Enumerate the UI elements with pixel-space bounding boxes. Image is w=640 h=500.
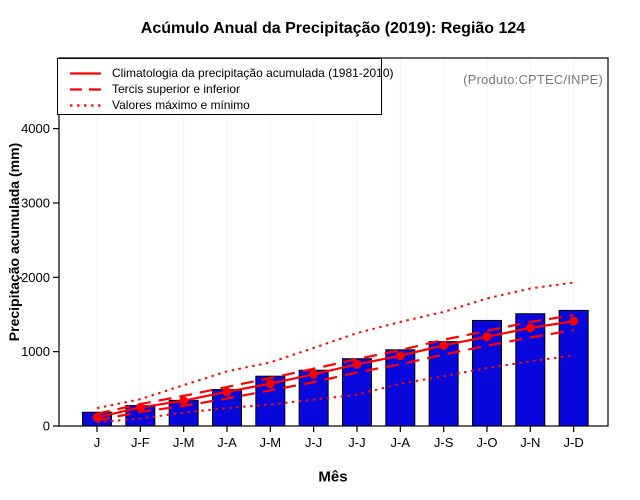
- x-tick-label: J-J: [305, 435, 322, 450]
- climatology-point: [569, 316, 579, 326]
- x-tick-label: J-N: [520, 435, 540, 450]
- legend-item-climatology: Climatologia da precipitação acumulada (…: [69, 65, 394, 81]
- y-tick-label: 0: [43, 419, 50, 434]
- x-tick-label: J-A: [217, 435, 237, 450]
- bar: [558, 309, 589, 427]
- climatology-point: [265, 379, 275, 389]
- x-tick-label: J-M: [259, 435, 281, 450]
- dotted-line-icon: [70, 103, 101, 107]
- product-credit: (Produto:CPTEC/INPE): [463, 72, 603, 87]
- legend-item-max-min: Valores máximo e mínimo: [69, 97, 381, 113]
- x-tick-label: J: [94, 435, 101, 450]
- x-tick-label: J-D: [564, 435, 584, 450]
- bar: [428, 341, 459, 427]
- legend: Climatologia da precipitação acumulada (…: [57, 58, 394, 115]
- legend-label: Valores máximo e mínimo: [112, 98, 250, 112]
- climatology-point: [222, 387, 232, 397]
- climatology-point: [482, 332, 492, 342]
- legend-item-tercils: Tercis superior e inferior: [69, 81, 381, 97]
- climatology-line: [96, 320, 574, 419]
- x-tick-label: J-S: [434, 435, 454, 450]
- tercile-line: [96, 329, 574, 422]
- x-tick-label: J-O: [476, 435, 497, 450]
- climatology-point: [352, 359, 362, 369]
- extreme-line: [96, 281, 574, 410]
- legend-label: Tercis superior e inferior: [112, 82, 241, 96]
- tercile-line: [96, 314, 574, 415]
- y-tick-label: 4000: [21, 121, 50, 136]
- chart-title: Acúmulo Anual da Precipitação (2019): Re…: [140, 20, 526, 37]
- climatology-point: [179, 396, 189, 406]
- climatology-point: [135, 403, 145, 412]
- climatology-point: [439, 340, 449, 350]
- bar: [341, 358, 372, 427]
- climatology-point: [395, 351, 405, 361]
- x-tick-label: J-M: [173, 435, 195, 450]
- legend-label: Climatologia da precipitação acumulada (…: [112, 66, 394, 80]
- x-tick-label: J-F: [131, 435, 150, 450]
- y-tick-label: 3000: [21, 195, 50, 210]
- x-axis-label: Mês: [318, 468, 348, 486]
- x-tick-label: J-A: [391, 435, 411, 450]
- x-tick-label: J-J: [348, 435, 365, 450]
- dashed-line-icon: [70, 87, 101, 91]
- y-tick-label: 1000: [21, 344, 50, 359]
- extreme-line: [96, 354, 574, 424]
- climatology-point: [525, 323, 535, 333]
- solid-line-icon: [70, 71, 101, 75]
- climatology-point: [309, 369, 319, 379]
- y-tick-label: 2000: [21, 270, 50, 285]
